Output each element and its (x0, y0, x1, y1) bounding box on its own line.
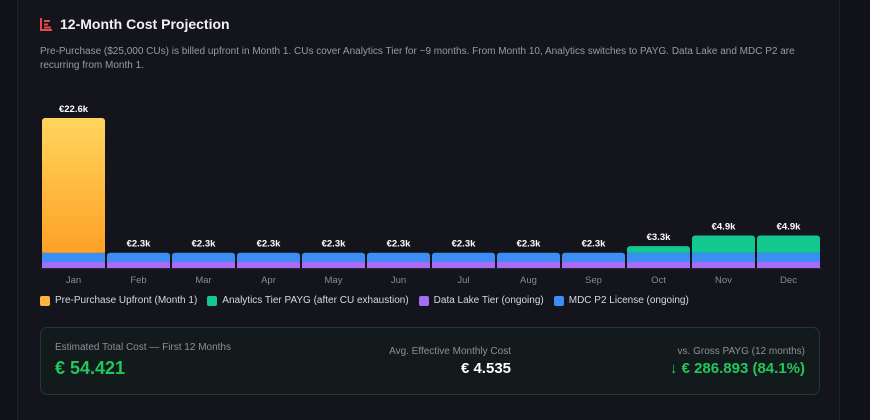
total-cost-label: Estimated Total Cost — First 12 Months (55, 342, 231, 353)
summary-box: Estimated Total Cost — First 12 Months €… (40, 327, 820, 395)
bar-segment-feb-0 (107, 261, 170, 269)
x-tick-label: Jan (66, 275, 81, 286)
legend-item: Data Lake Tier (ongoing) (418, 295, 544, 306)
x-tick-label: Dec (780, 275, 797, 286)
bar-segment-fill (432, 255, 495, 262)
bar-segment-fill (302, 255, 365, 262)
x-tick-label: Oct (651, 275, 666, 286)
bar-segment-apr-0 (237, 261, 300, 269)
avg-cost-label: Avg. Effective Monthly Cost (389, 346, 511, 357)
stacked-bar-chart: €22.6k Jan €2.3k Feb €2.3k Mar €2.3k Apr €2.3k Ma… (40, 104, 822, 286)
legend-swatch (418, 295, 429, 306)
bar-segment-fill (172, 255, 235, 262)
bar-segment-dec-0 (757, 261, 820, 269)
bar-total-label: €22.6k (59, 104, 89, 115)
legend-swatch (553, 295, 564, 306)
vs-payg-value: ↓ € 286.893 (84.1%) (669, 360, 805, 377)
bar-total-label: €2.3k (517, 239, 541, 250)
x-tick-label: Nov (715, 275, 732, 286)
bar-segment-jun-0 (367, 261, 430, 269)
x-tick-label: Mar (195, 275, 211, 286)
bar-segment-fill (497, 255, 560, 262)
bar-segment-mar-0 (172, 261, 235, 269)
bar-segment-aug-0 (497, 261, 560, 269)
bar-segment-oct-1 (627, 252, 690, 262)
title-text: 12-Month Cost Projection (60, 16, 230, 32)
bar-segment-fill (367, 255, 430, 262)
vs-payg-label: vs. Gross PAYG (12 months) (677, 346, 805, 357)
legend-label: MDC P2 License (ongoing) (568, 295, 689, 306)
bar-segment-fill (42, 121, 105, 253)
bar-segment-may-0 (302, 261, 365, 269)
bar-chart-icon (40, 17, 52, 31)
legend-item: MDC P2 License (ongoing) (553, 295, 689, 306)
bar-total-label: €2.3k (127, 239, 151, 250)
chart-description: Pre-Purchase ($25,000 CUs) is billed upf… (40, 46, 795, 71)
bar-total-label: €2.3k (257, 239, 281, 250)
bar-segment-jul-0 (432, 261, 495, 269)
legend-swatch (40, 295, 50, 306)
bar-segment-oct-0 (627, 261, 690, 269)
x-tick-label: Jul (457, 275, 469, 286)
bar-segment-jan-0 (42, 261, 105, 269)
legend-label: Data Lake Tier (ongoing) (433, 295, 544, 306)
legend-label: Analytics Tier PAYG (after CU exhaustion… (222, 295, 409, 306)
bar-segment-fill (692, 238, 755, 253)
bar-segment-jan-1 (42, 252, 105, 262)
x-tick-label: May (325, 275, 343, 286)
x-tick-label: Aug (520, 275, 537, 286)
bar-segment-nov-0 (692, 261, 755, 269)
x-tick-label: Sep (585, 275, 602, 286)
bar-total-label: €2.3k (322, 239, 346, 250)
bar-total-label: €2.3k (582, 239, 606, 250)
bar-total-label: €2.3k (387, 239, 411, 250)
x-tick-label: Jun (391, 275, 406, 286)
total-cost-value: € 54.421 (55, 358, 126, 378)
bar-segment-fill (562, 255, 625, 262)
bar-total-label: €2.3k (452, 239, 476, 250)
bar-segment-fill (237, 255, 300, 262)
bar-segment-sep-0 (562, 261, 625, 269)
bar-segment-fill (627, 249, 690, 253)
bar-total-label: €4.9k (712, 221, 736, 232)
bar-total-label: €3.3k (647, 232, 671, 243)
avg-cost-value: € 4.535 (460, 360, 511, 377)
bar-segment-nov-1 (692, 252, 755, 262)
legend-item: Analytics Tier PAYG (after CU exhaustion… (207, 295, 409, 306)
bar-segment-fill (107, 255, 170, 262)
x-tick-label: Feb (130, 275, 146, 286)
legend-item: Pre-Purchase Upfront (Month 1) (40, 295, 197, 306)
legend-label: Pre-Purchase Upfront (Month 1) (55, 295, 198, 306)
legend-swatch (207, 295, 218, 306)
chart-legend: Pre-Purchase Upfront (Month 1) Analytics … (40, 295, 689, 306)
x-tick-label: Apr (261, 275, 276, 286)
bar-segment-fill (757, 238, 820, 253)
bar-total-label: €4.9k (777, 221, 801, 232)
bar-total-label: €2.3k (192, 239, 216, 250)
panel-title: 12-Month Cost Projection (40, 16, 230, 32)
bar-segment-dec-1 (757, 252, 820, 262)
